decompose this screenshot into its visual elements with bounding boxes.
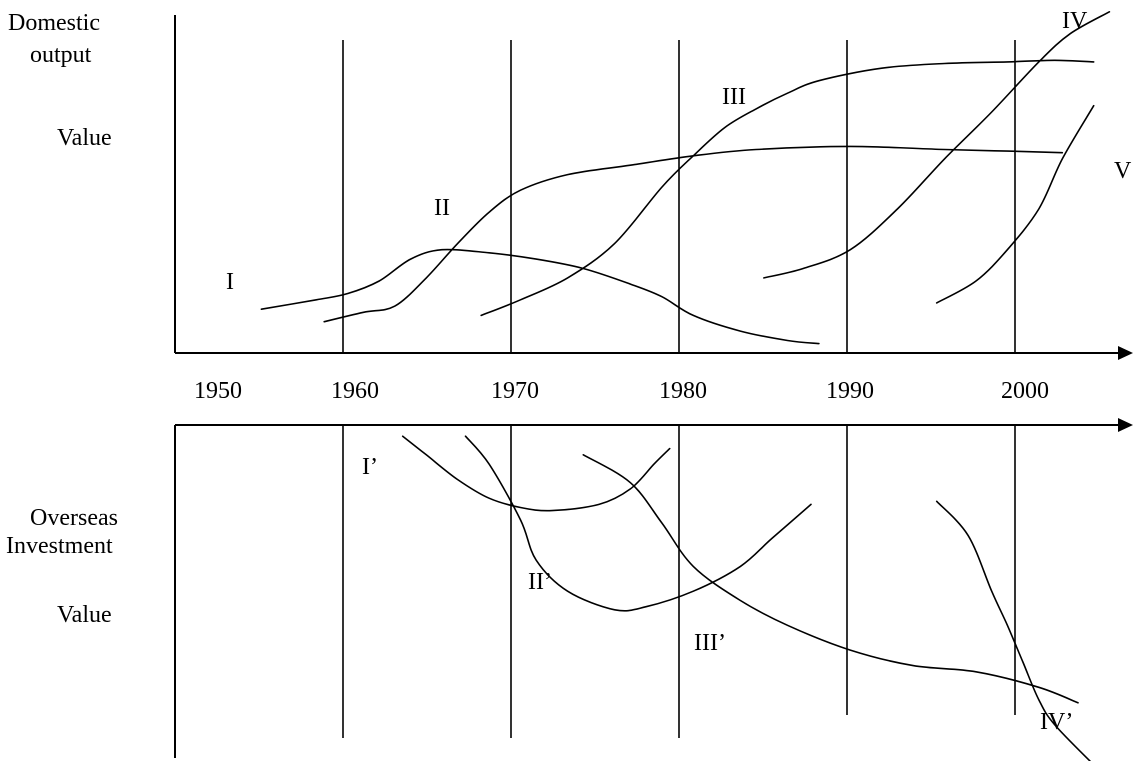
lower-ylabel-line-2: Investment: [6, 533, 113, 559]
x-tick-label: 2000: [1001, 378, 1049, 404]
upper-curve-1: [260, 248, 820, 345]
x-tick-label: 1960: [331, 378, 379, 404]
x-tick-label: 1950: [194, 378, 242, 404]
upper-x-axis-arrow-icon: [1118, 346, 1133, 360]
lower-curve-4: [935, 500, 1092, 761]
curve-label-IV-prime: IV’: [1040, 709, 1073, 735]
upper-curve-4: [763, 11, 1111, 279]
lower-curve-2: [464, 435, 812, 612]
upper-curve-3: [480, 59, 1095, 317]
curve-label-III-prime: III’: [694, 630, 726, 656]
curve-label-II-prime: II’: [528, 569, 552, 595]
upper-curves: [260, 11, 1111, 345]
lower-x-axis-arrow-icon: [1118, 418, 1133, 432]
curve-label-V: V: [1114, 158, 1132, 184]
lower-ylabel-line-3: Value: [57, 602, 112, 628]
upper-curve-5: [935, 104, 1095, 304]
lower-curve-1: [401, 435, 671, 512]
lower-curve-3: [582, 454, 1079, 704]
curve-label-III: III: [722, 84, 746, 110]
curve-label-I-prime: I’: [362, 454, 378, 480]
x-tick-label: 1980: [659, 378, 707, 404]
x-tick-label: 1990: [826, 378, 874, 404]
upper-ylabel-line-3: Value: [57, 125, 112, 151]
upper-ylabel-line-1: Domestic: [8, 10, 100, 36]
curve-label-II: II: [434, 195, 450, 221]
upper-curve-2: [323, 145, 1064, 323]
upper-ylabel-line-2: output: [30, 42, 92, 68]
lower-curves: [401, 435, 1092, 761]
lower-ylabel-line-1: Overseas: [30, 505, 118, 531]
curve-label-I: I: [226, 269, 234, 295]
x-tick-label: 1970: [491, 378, 539, 404]
